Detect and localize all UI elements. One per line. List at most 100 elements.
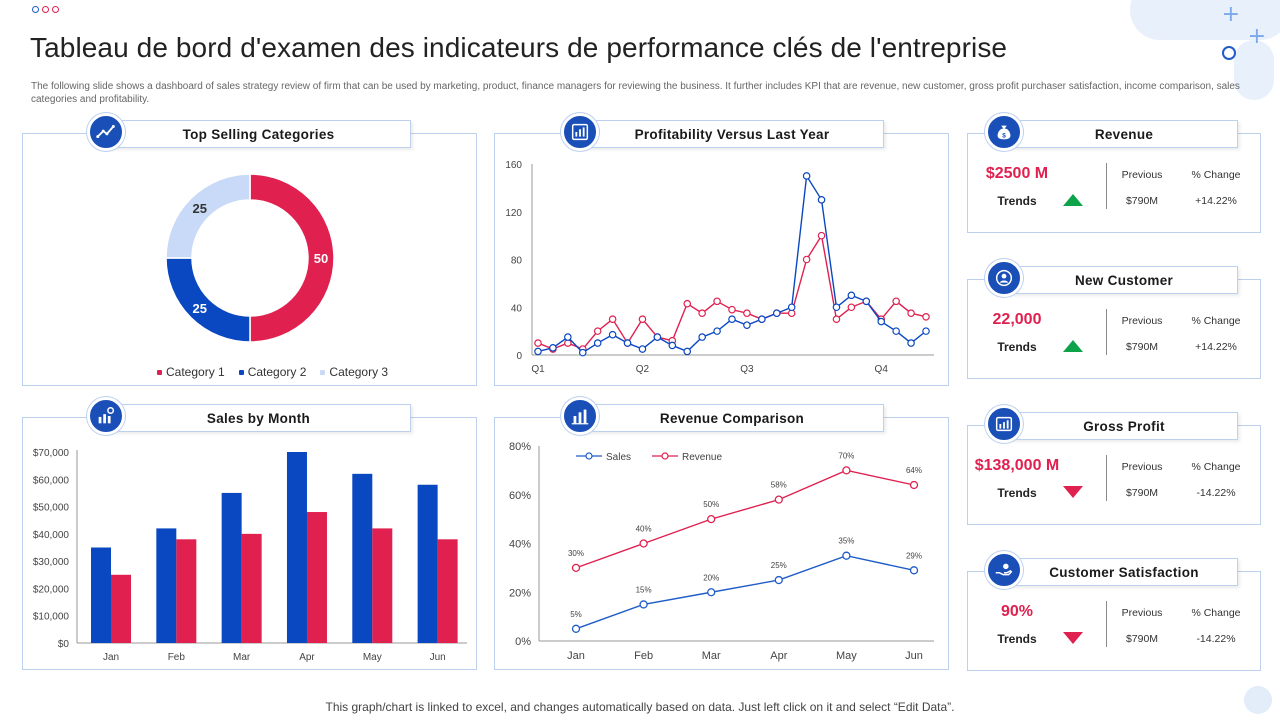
legend-marker — [661, 452, 669, 460]
data-point — [698, 333, 706, 341]
data-label: 5% — [570, 610, 582, 619]
kpi-previous-label: Previous — [1121, 607, 1163, 619]
bar — [176, 539, 197, 643]
kpi-change-value: +14.22% — [1195, 195, 1237, 207]
data-point — [817, 231, 826, 240]
donut-slice — [249, 173, 335, 343]
series-line — [575, 554, 915, 630]
y-tick-label: $0 — [58, 639, 70, 650]
data-point — [549, 344, 557, 352]
kpi-card-frame — [967, 425, 1261, 525]
sales-by-month-bar-chart: $0 $10,000 $20,000 $30,000 $40,000 $50,000 $60… — [33, 448, 467, 663]
y-tick-label: $60,000 — [33, 475, 70, 486]
y-tick-label: 20% — [509, 587, 531, 599]
y-tick-label: $40,000 — [33, 530, 70, 541]
bar — [437, 539, 458, 643]
data-label: 50% — [703, 500, 719, 509]
kpi-value: 90% — [1000, 603, 1034, 620]
bar-chart-gear-icon — [87, 397, 125, 435]
data-point — [534, 339, 542, 347]
data-point — [713, 297, 721, 306]
data-point — [608, 315, 617, 323]
data-point — [638, 315, 647, 323]
legend-label: Revenue — [682, 452, 722, 463]
data-label: 70% — [838, 451, 854, 460]
x-tick-label: Apr — [299, 652, 315, 663]
plus-decoration-icon: + — [1247, 24, 1266, 49]
x-tick-label: Feb — [634, 650, 653, 662]
data-point — [847, 303, 856, 312]
x-tick-label: May — [836, 650, 857, 662]
legend-label: Sales — [606, 452, 631, 463]
x-tick-label: Jun — [430, 652, 446, 663]
data-point — [668, 341, 677, 350]
kpi-previous-label: Previous — [1121, 169, 1163, 181]
kpi-value: $2500 M — [985, 165, 1049, 182]
revenue-comparison-line-chart: 0% 20% 40% 60% 80% Jan Feb Mar Apr May Jun 5% 15% 20%… — [509, 441, 934, 662]
top-selling-title: Top Selling Categories — [106, 120, 411, 148]
decorative-blob — [1234, 40, 1274, 100]
svg-text:$: $ — [1002, 133, 1006, 140]
kpi-title: Gross Profit — [1010, 412, 1238, 440]
data-point — [639, 539, 648, 548]
data-point — [571, 563, 581, 573]
legend-label: Category 3 — [329, 365, 389, 379]
data-point — [571, 624, 581, 633]
y-tick-label: 120 — [505, 208, 522, 219]
bar — [91, 547, 111, 643]
footer-note: This graph/chart is linked to excel, and… — [325, 700, 955, 714]
y-tick-label: $70,000 — [33, 448, 70, 459]
y-tick-label: 0 — [516, 351, 522, 362]
legend-item: Sales — [576, 452, 631, 463]
donut-slice — [165, 173, 251, 259]
legend-item: Revenue — [652, 452, 722, 463]
slice-value-label: 50 — [314, 251, 328, 266]
kpi-title: New Customer — [1010, 266, 1238, 294]
data-point — [639, 600, 648, 609]
finance-report-icon — [561, 113, 599, 151]
customer-icon — [985, 259, 1023, 297]
data-point — [534, 347, 542, 356]
data-point — [842, 466, 851, 475]
slice-value-label: 25 — [193, 201, 207, 216]
kpi-change-value: +14.22% — [1195, 341, 1237, 353]
data-point — [922, 327, 930, 335]
data-point — [593, 339, 602, 347]
y-tick-label: 0% — [515, 636, 531, 648]
data-label: 30% — [568, 549, 584, 558]
data-label: 64% — [906, 466, 922, 475]
kpi-previous-value: $790M — [1125, 487, 1159, 499]
data-point — [758, 315, 766, 323]
data-label: 58% — [771, 481, 787, 490]
data-point — [707, 588, 716, 597]
x-tick-label: Q1 — [531, 364, 545, 375]
bar — [417, 484, 438, 643]
x-tick-label: Feb — [168, 652, 186, 663]
x-tick-label: Mar — [233, 652, 251, 663]
decorative-blob — [1130, 0, 1280, 40]
x-tick-label: Q2 — [636, 364, 650, 375]
legend-swatch — [157, 369, 162, 375]
kpi-trends-label: Trends — [997, 340, 1037, 354]
bar — [221, 492, 242, 643]
kpi-previous-value: $790M — [1125, 633, 1159, 645]
kpi-change-value: -14.22% — [1196, 487, 1236, 499]
data-label: 15% — [636, 585, 652, 594]
data-point — [683, 299, 692, 308]
y-tick-label: $10,000 — [33, 612, 70, 623]
kpi-divider — [1106, 601, 1107, 647]
y-tick-label: 60% — [509, 490, 531, 502]
data-point — [564, 333, 572, 341]
data-point — [774, 495, 783, 504]
satisfaction-hand-icon — [985, 551, 1023, 589]
data-point — [909, 566, 919, 575]
data-point — [698, 309, 706, 318]
donut-slice — [165, 257, 251, 343]
category-legend: Category 1 Category 2 Category 3 — [157, 365, 388, 379]
data-point — [842, 551, 851, 560]
x-tick-label: Jun — [905, 650, 923, 662]
kpi-value: 22,000 — [992, 311, 1042, 328]
ring-decoration-icon — [1222, 46, 1236, 60]
kpi-change-label: % Change — [1191, 169, 1241, 181]
data-point — [907, 309, 915, 318]
